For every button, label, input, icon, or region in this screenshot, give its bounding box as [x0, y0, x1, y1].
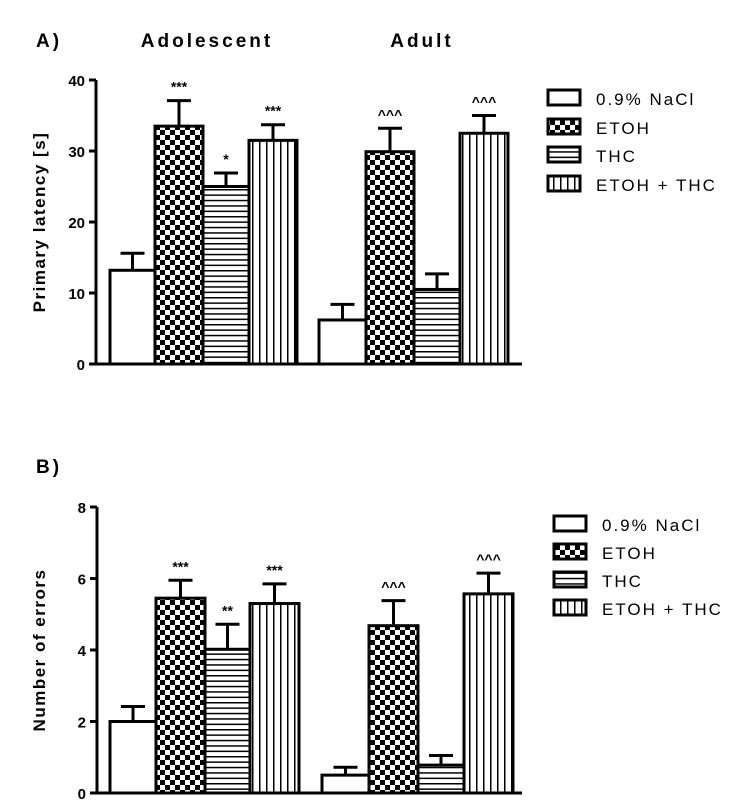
y-tick-label: 8	[78, 500, 86, 517]
legend-label: ETOH + THC	[602, 600, 723, 619]
y-tick-label: 4	[78, 643, 87, 660]
panel-label: B)	[36, 457, 62, 478]
bar-adult-2	[416, 763, 466, 795]
group-title: Adult	[390, 31, 454, 52]
bar-adult-2	[412, 287, 462, 366]
legend-label: 0.9% NaCl	[596, 90, 695, 109]
legend-label: ETOH	[602, 544, 657, 563]
bar-adolescent-0	[108, 720, 158, 795]
y-tick-label: 40	[68, 73, 85, 90]
legend-label: ETOH + THC	[596, 176, 717, 195]
legend-swatch	[552, 542, 588, 561]
bar-adolescent-2	[201, 185, 251, 366]
y-tick-label: 0	[78, 786, 86, 803]
panel-label: A)	[36, 31, 62, 52]
bar-adult-0	[317, 318, 368, 366]
y-tick-label: 6	[78, 572, 86, 589]
significance-marker: ^^^	[381, 579, 406, 595]
significance-marker: ***	[172, 558, 189, 574]
legend-swatch	[552, 514, 588, 533]
significance-marker: ^^^	[476, 551, 501, 567]
y-tick-label: 20	[68, 215, 85, 232]
legend-label: 0.9% NaCl	[602, 516, 701, 535]
bar-adolescent-3	[247, 138, 299, 366]
significance-marker: **	[222, 602, 233, 618]
legend-swatch	[546, 174, 582, 193]
significance-marker: *	[223, 151, 229, 167]
legend-swatch	[552, 570, 588, 589]
y-tick-label: 10	[68, 286, 85, 303]
y-axis-label: Number of errors	[30, 569, 49, 732]
bar-adult-1	[367, 624, 420, 795]
bar-adolescent-3	[248, 602, 301, 795]
legend-label: ETOH	[596, 119, 651, 138]
bar-adult-3	[462, 592, 515, 795]
y-tick-label: 0	[77, 357, 85, 374]
legend-swatch	[546, 145, 582, 164]
y-tick-label: 2	[78, 715, 86, 732]
bar-adult-0	[320, 773, 371, 795]
bar-adolescent-2	[203, 647, 252, 795]
y-axis-label: Primary latency [s]	[30, 132, 49, 313]
bar-adolescent-1	[154, 596, 207, 795]
y-tick-label: 30	[68, 144, 85, 161]
bar-adult-3	[458, 131, 510, 366]
group-title: Adolescent	[141, 31, 273, 52]
bar-adolescent-0	[108, 268, 157, 366]
legend-swatch	[552, 598, 588, 617]
significance-marker: ***	[265, 103, 282, 119]
legend-label: THC	[596, 147, 637, 166]
legend-swatch	[546, 117, 582, 136]
significance-marker: ^^^	[472, 94, 497, 110]
legend-swatch	[546, 88, 582, 107]
significance-marker: ***	[171, 79, 188, 95]
bar-adult-1	[364, 150, 416, 366]
significance-marker: ***	[266, 562, 283, 578]
bar-adolescent-1	[153, 124, 205, 366]
legend-label: THC	[602, 572, 643, 591]
significance-marker: ^^^	[378, 106, 403, 122]
